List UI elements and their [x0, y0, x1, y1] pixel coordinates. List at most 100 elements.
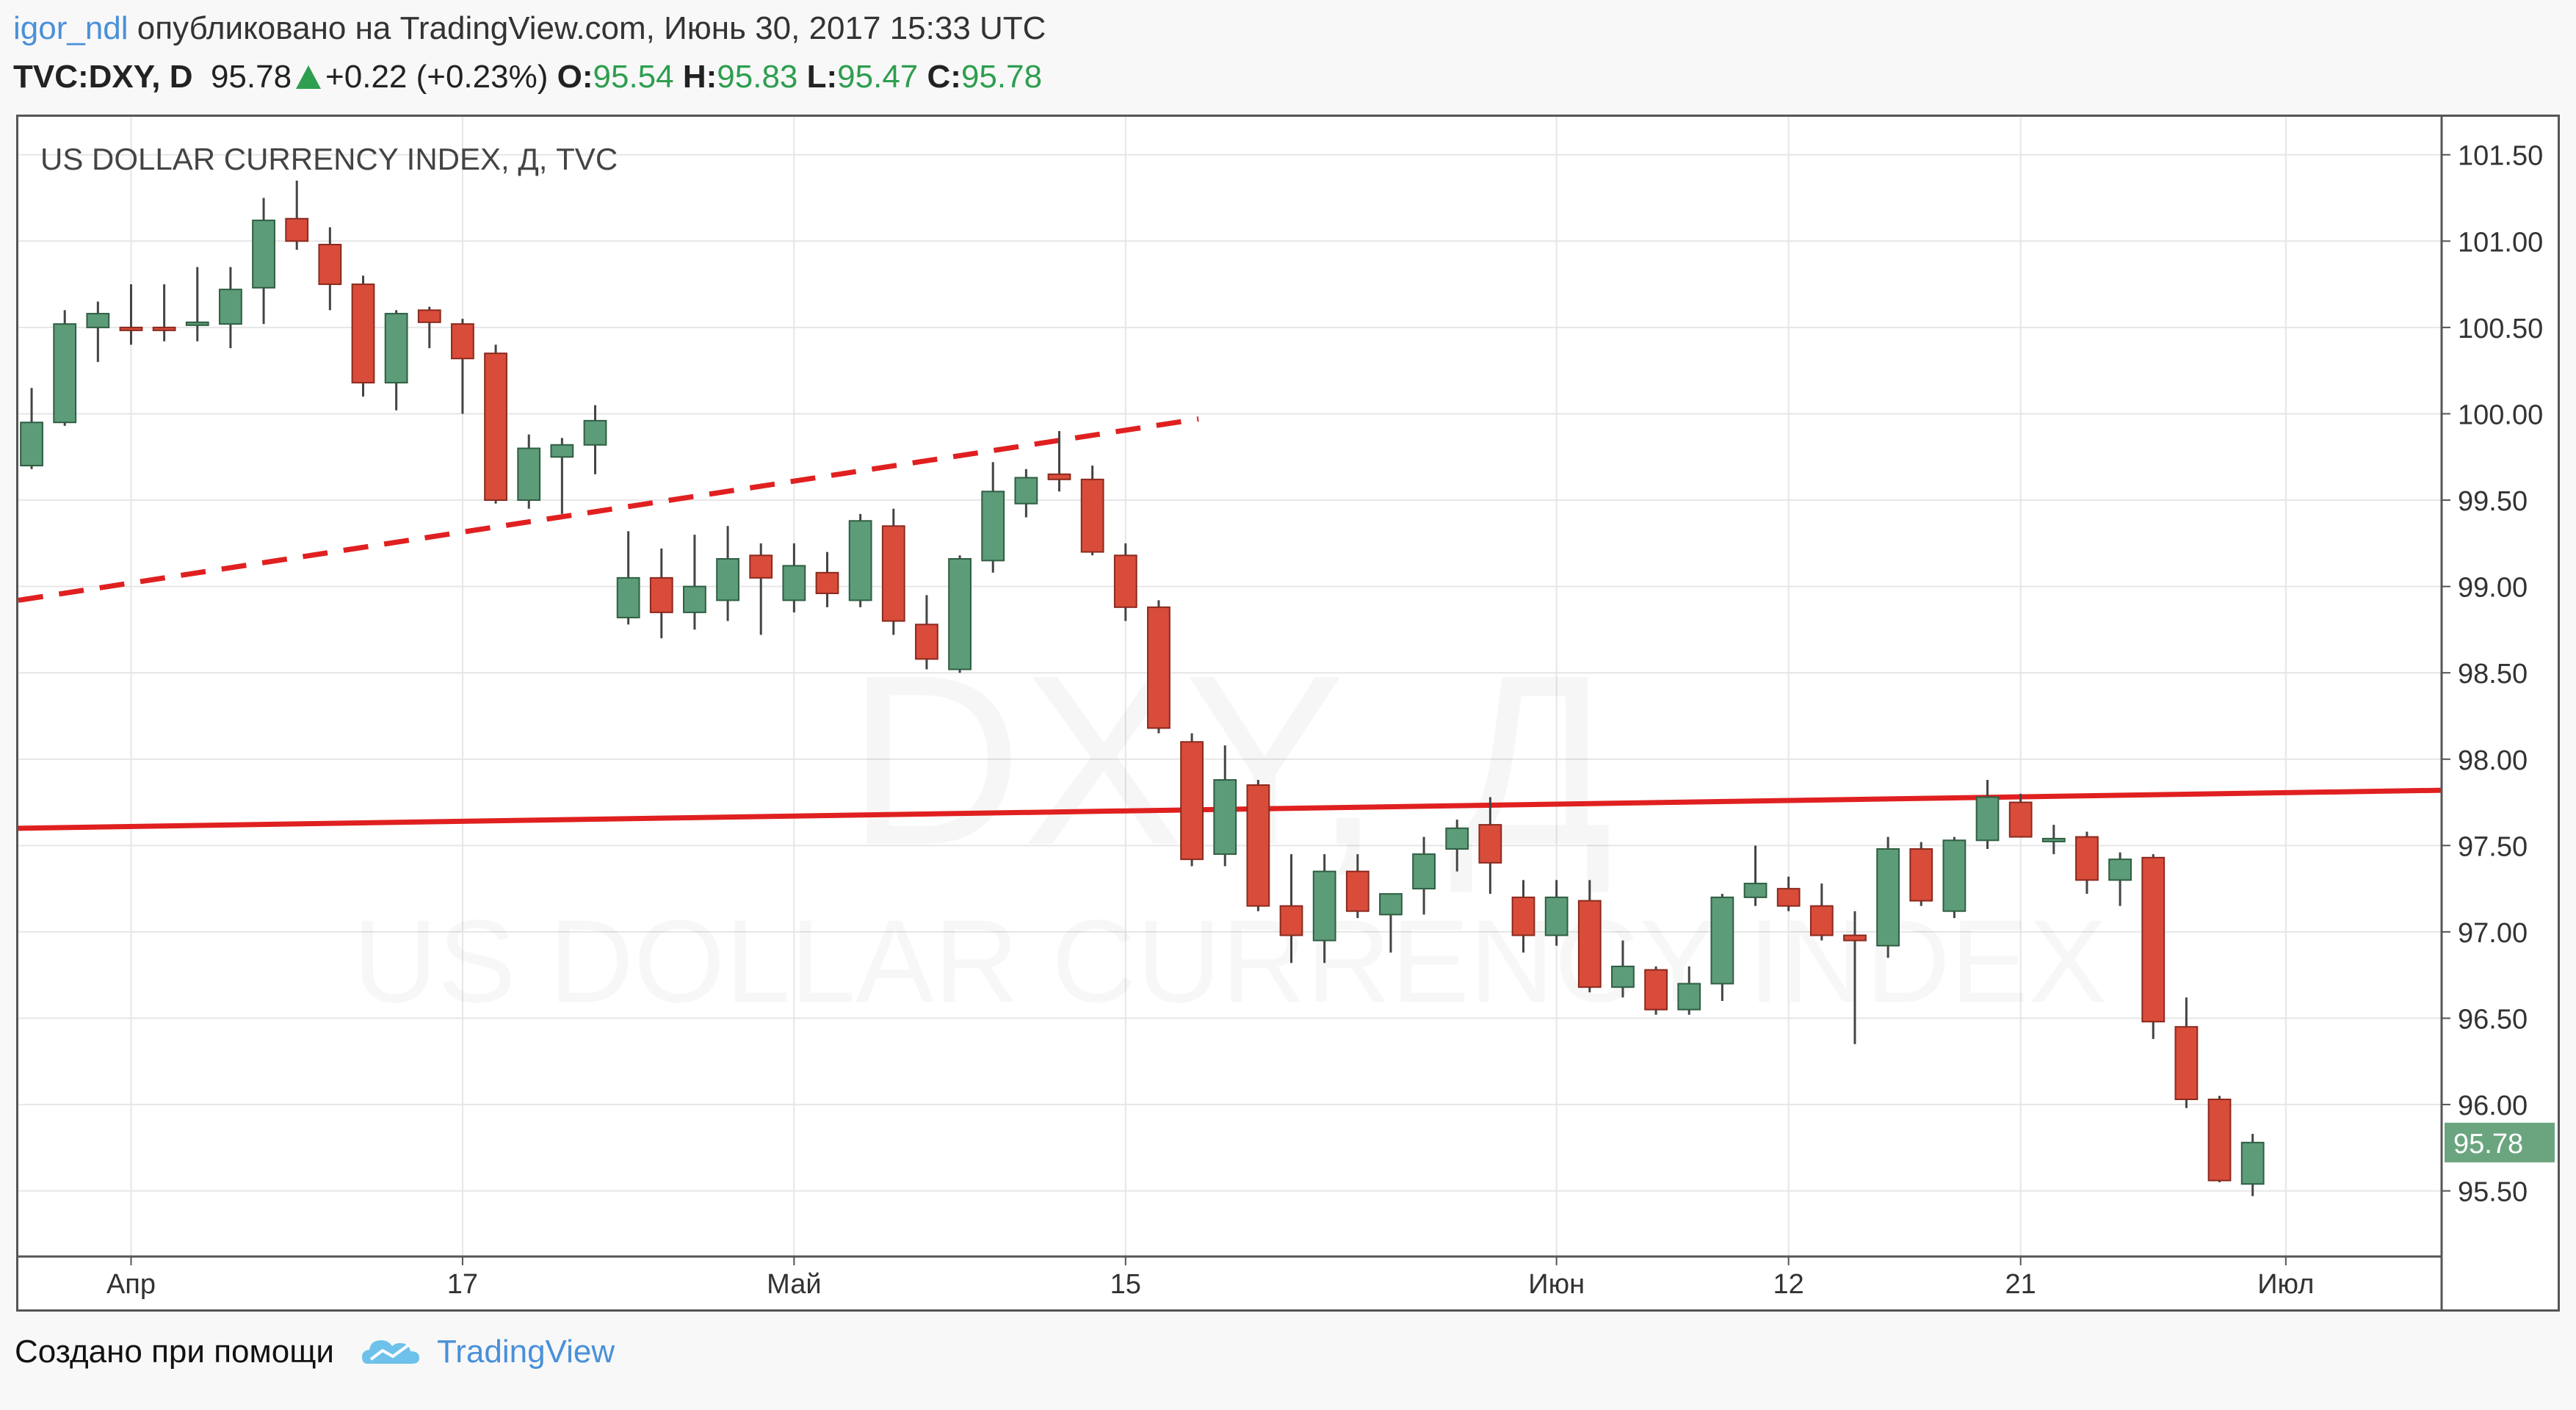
- last-price-label: 95.78: [2453, 1129, 2523, 1160]
- candle-body-up: [1213, 778, 1237, 856]
- author-link[interactable]: igor_ndl: [13, 10, 129, 46]
- candle-body-up: [517, 447, 541, 502]
- close-value: 95.78: [960, 59, 1043, 95]
- y-tick-label: 97.00: [2458, 918, 2528, 949]
- candle: [318, 227, 342, 311]
- last-price: 95.78: [210, 59, 292, 95]
- candle: [119, 284, 143, 345]
- candle: [1511, 880, 1535, 953]
- candle: [1876, 836, 1900, 958]
- candle: [517, 434, 541, 509]
- candle-body-up: [981, 491, 1005, 562]
- x-tick-label: Май: [767, 1269, 821, 1300]
- candle-body-up: [1611, 965, 1635, 988]
- y-tick-label: 96.00: [2458, 1091, 2528, 1121]
- candle: [1147, 600, 1171, 734]
- candle-body-down: [1246, 784, 1270, 907]
- tradingview-link[interactable]: TradingView: [437, 1334, 615, 1370]
- candle: [683, 535, 706, 630]
- candle: [1478, 797, 1502, 894]
- candle: [881, 508, 905, 635]
- candle-body-down: [119, 326, 143, 331]
- high-label: H:: [682, 59, 717, 95]
- candle-body-up: [782, 565, 806, 601]
- candle-body-down: [1113, 554, 1137, 608]
- open-label: O:: [557, 59, 593, 95]
- y-tick-label: 100.00: [2458, 400, 2543, 430]
- candle-body-up: [1014, 477, 1038, 505]
- candle: [152, 284, 176, 341]
- candle: [2207, 1096, 2232, 1182]
- candle-body-down: [1909, 848, 1933, 902]
- footer: Создано при помощи TradingView: [15, 1334, 615, 1370]
- candle: [550, 438, 574, 514]
- candle-body-down: [1047, 473, 1071, 480]
- candle: [1611, 940, 1635, 998]
- candle: [848, 513, 872, 607]
- candle-body-down: [285, 217, 309, 242]
- candle: [451, 319, 474, 414]
- candle: [1677, 966, 1701, 1015]
- candle: [1710, 894, 1734, 1001]
- candle: [285, 181, 309, 250]
- candle: [1776, 876, 1801, 911]
- candle: [1644, 966, 1668, 1015]
- x-tick-label: 21: [2005, 1269, 2036, 1300]
- published-text: опубликовано на TradingView.com, Июнь 30…: [137, 10, 1046, 46]
- candle-body-up: [583, 419, 607, 446]
- y-tick-label: 101.50: [2458, 141, 2543, 172]
- up-arrow-icon: [296, 65, 322, 89]
- x-tick-label: Июн: [1528, 1269, 1585, 1300]
- candle: [1942, 836, 1967, 919]
- candle-body-up: [2041, 837, 2066, 842]
- candle: [1345, 854, 1370, 919]
- candle: [1047, 430, 1071, 492]
- candle-body-down: [1644, 969, 1668, 1010]
- candle: [53, 310, 77, 426]
- candle: [1246, 779, 1270, 911]
- candle-body-up: [1379, 893, 1403, 916]
- candle-body-down: [749, 554, 773, 579]
- candlestick-chart[interactable]: DXY, ДUS DOLLAR CURRENCY INDEX 101.50101…: [18, 117, 2558, 1309]
- x-tick-label: 17: [447, 1269, 478, 1300]
- candle-body-down: [1080, 478, 1104, 553]
- chart-panel[interactable]: DXY, Д US DOLLAR CURRENCY INDEX 101.50 101…: [16, 115, 2560, 1312]
- candle: [2174, 997, 2199, 1108]
- x-tick-label: 12: [1773, 1269, 1804, 1300]
- candle-body-down: [2008, 801, 2033, 838]
- x-tick-label: Июл: [2257, 1269, 2314, 1300]
- candle: [981, 462, 1005, 573]
- candle-body-down: [2141, 856, 2166, 1023]
- candle-body-down: [2075, 836, 2099, 881]
- candle-body-up: [616, 576, 640, 618]
- candle-body-down: [1478, 824, 1502, 864]
- high-value: 95.83: [717, 59, 798, 95]
- candle: [86, 301, 110, 362]
- dashed-trendline: [18, 416, 1199, 603]
- candle: [2075, 831, 2099, 894]
- candle-body-down: [1147, 606, 1171, 729]
- low-value: 95.47: [837, 59, 919, 95]
- candle: [1975, 779, 2000, 850]
- publication-info: igor_ndl опубликовано на TradingView.com…: [13, 10, 1046, 47]
- candle: [583, 405, 607, 474]
- y-tick-label: 101.00: [2458, 227, 2543, 258]
- quote-line: TVC:DXY, D 95.78 +0.22 (+0.23%) O:95.54 H…: [13, 59, 1042, 95]
- chart-title: US DOLLAR CURRENCY INDEX, Д, TVC: [40, 142, 618, 176]
- candle-body-up: [1942, 839, 1967, 912]
- low-label: L:: [806, 59, 838, 95]
- candle: [915, 595, 938, 670]
- candle: [1312, 854, 1336, 964]
- candle-body-down: [417, 309, 441, 323]
- candle-body-up: [185, 321, 209, 326]
- candle: [417, 306, 441, 349]
- close-label: C:: [927, 59, 961, 95]
- candle: [649, 548, 673, 639]
- candle-body-up: [1445, 827, 1469, 850]
- open-value: 95.54: [593, 59, 674, 95]
- candle-body-up: [20, 422, 43, 467]
- candle-body-up: [86, 313, 110, 328]
- candle: [351, 275, 375, 397]
- candle: [2108, 852, 2132, 906]
- candle-body-down: [1577, 900, 1602, 988]
